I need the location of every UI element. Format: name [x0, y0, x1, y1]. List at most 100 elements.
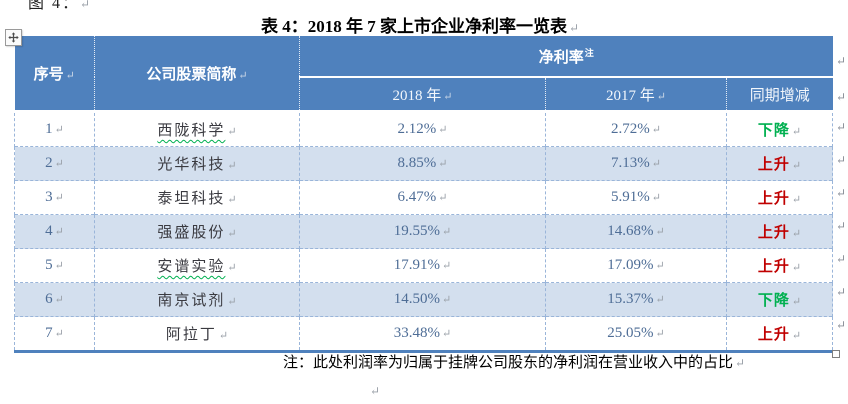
clipped-paragraph: 图 4：↵ [28, 0, 90, 13]
table-title-text: 表 4：2018 年 7 家上市企业净利率一览表 [260, 17, 567, 36]
value-2017: 17.09% [607, 257, 654, 273]
cell-end-mark: ↵ [218, 330, 229, 342]
cell-2017: 14.68% ↵ [545, 214, 727, 249]
cell-2018: 17.91% ↵ [299, 248, 546, 283]
cell-2018: 33.48% ↵ [299, 316, 546, 353]
company-name: 光华科技 [157, 157, 226, 173]
cell-seq: 3 ↵ [14, 180, 95, 215]
row-end-mark: ↵ [836, 252, 847, 266]
table-row: 1 ↵ 西陇科学 ↵ 2.12% ↵ 2.72% ↵ 下降 ↵ [14, 111, 834, 147]
change-value: 上升 [757, 225, 790, 241]
header-net-profit-group: 净利率注 [298, 36, 833, 78]
cell-end-mark: ↵ [791, 194, 802, 206]
cell-2017: 15.37% ↵ [545, 282, 727, 317]
value-2017: 14.68% [607, 223, 654, 239]
company-name: 安谱实验 [157, 259, 226, 275]
value-2018: 8.85% [397, 155, 437, 171]
header-2018-label: 2018 年 [392, 87, 442, 104]
cell-company: 西陇科学 ↵ [94, 111, 300, 147]
value-2017: 25.05% [607, 325, 654, 341]
empty-paragraph-mark: ↵ [370, 384, 381, 398]
cell-company: 泰坦科技 ↵ [94, 180, 300, 215]
table-row: 2 ↵ 光华科技 ↵ 8.85% ↵ 7.13% ↵ 上升 ↵ [14, 146, 834, 181]
seq-value: 3 [45, 189, 53, 205]
cell-change: 上升 ↵ [725, 316, 834, 353]
row-end-mark: ↵ [836, 285, 847, 299]
header-change-label: 同期增减 [749, 87, 810, 104]
cell-2018: 2.12% ↵ [299, 111, 546, 147]
value-2018: 6.47% [397, 189, 437, 205]
header-2017: 2017 年 ↵ [545, 77, 727, 113]
move-icon [8, 32, 19, 43]
cell-end-mark: ↵ [442, 328, 452, 340]
value-2017: 15.37% [607, 291, 654, 307]
profit-table-container: 序号 ↵ 公司股票简称 ↵ 净利率注 2018 年 ↵ 2017 年 ↵ 同期增减 1 ↵… [14, 36, 834, 353]
value-2017: 5.91% [611, 189, 650, 205]
table-move-handle[interactable] [5, 29, 22, 46]
cell-end-mark: ↵ [227, 126, 237, 138]
cell-seq: 4 ↵ [14, 214, 95, 249]
cell-company: 南京试剂 ↵ [94, 282, 300, 317]
table-row: 4 ↵ 强盛股份 ↵ 19.55% ↵ 14.68% ↵ 上升 ↵ [14, 214, 834, 249]
value-2018: 14.50% [393, 291, 441, 307]
cell-end-mark: ↵ [791, 126, 802, 138]
cell-seq: 6 ↵ [14, 282, 95, 317]
cell-change: 下降 ↵ [725, 111, 834, 147]
cell-end-mark: ↵ [54, 124, 64, 136]
cell-end-mark: ↵ [791, 296, 802, 308]
cell-end-mark: ↵ [227, 296, 237, 308]
company-name: 泰坦科技 [157, 191, 226, 207]
seq-value: 4 [45, 223, 53, 239]
seq-value: 6 [45, 291, 53, 307]
row-end-mark: ↵ [836, 54, 847, 68]
cell-seq: 7 ↵ [14, 316, 95, 353]
header-2017-label: 2017 年 [606, 87, 655, 104]
table-resize-handle[interactable] [832, 350, 840, 358]
cell-end-mark: ↵ [442, 294, 452, 306]
value-2017: 2.72% [611, 121, 650, 137]
row-end-mark: ↵ [836, 120, 847, 134]
cell-end-mark: ↵ [791, 262, 802, 274]
company-name: 南京试剂 [157, 293, 226, 309]
row-end-mark: ↵ [836, 318, 847, 332]
seq-value: 7 [45, 325, 53, 341]
cell-end-mark: ↵ [791, 330, 802, 342]
row-end-mark: ↵ [836, 90, 847, 104]
value-2018: 33.48% [393, 325, 441, 341]
pilcrow-mark: ↵ [568, 21, 580, 35]
cell-2017: 5.91% ↵ [545, 180, 727, 215]
change-value: 上升 [757, 327, 790, 343]
cell-end-mark: ↵ [438, 124, 448, 136]
footnote-text: 注：此处利润率为归属于挂牌公司股东的净利润在营业收入中的占比 [283, 355, 734, 371]
cell-end-mark: ↵ [54, 192, 64, 204]
header-company-label: 公司股票简称 [146, 66, 237, 83]
cell-2017: 17.09% ↵ [545, 248, 727, 283]
cell-end-mark: ↵ [54, 226, 64, 238]
header-company: 公司股票简称 ↵ [94, 36, 300, 113]
cell-end-mark: ↵ [442, 226, 452, 238]
cell-change: 上升 ↵ [725, 248, 834, 283]
cell-seq: 2 ↵ [14, 146, 95, 181]
table-row: 3 ↵ 泰坦科技 ↵ 6.47% ↵ 5.91% ↵ 上升 ↵ [14, 180, 834, 215]
pilcrow-mark: ↵ [80, 0, 91, 11]
row-end-mark: ↵ [836, 186, 847, 200]
cell-end-mark: ↵ [54, 158, 64, 170]
value-2018: 17.91% [393, 257, 441, 273]
header-net-profit-label: 净利率 [538, 49, 584, 66]
table-body: 1 ↵ 西陇科学 ↵ 2.12% ↵ 2.72% ↵ 下降 ↵ 2 ↵ 光华科技 ↵ 8.85… [14, 111, 834, 353]
cell-company: 阿拉丁 ↵ [94, 316, 300, 353]
cell-end-mark: ↵ [651, 158, 661, 170]
cell-end-mark: ↵ [791, 228, 802, 240]
profit-table: 序号 ↵ 公司股票简称 ↵ 净利率注 2018 年 ↵ 2017 年 ↵ 同期增减 1 ↵… [14, 36, 834, 353]
cell-2018: 6.47% ↵ [299, 180, 546, 215]
cell-end-mark: ↵ [443, 90, 453, 103]
header-2018: 2018 年 ↵ [299, 77, 546, 113]
cell-end-mark: ↵ [651, 124, 661, 136]
company-name: 强盛股份 [157, 225, 226, 241]
seq-value: 5 [45, 257, 53, 273]
cell-2017: 7.13% ↵ [545, 146, 727, 181]
change-value: 下降 [757, 123, 790, 139]
cell-end-mark: ↵ [655, 260, 665, 272]
cell-end-mark: ↵ [54, 294, 64, 306]
